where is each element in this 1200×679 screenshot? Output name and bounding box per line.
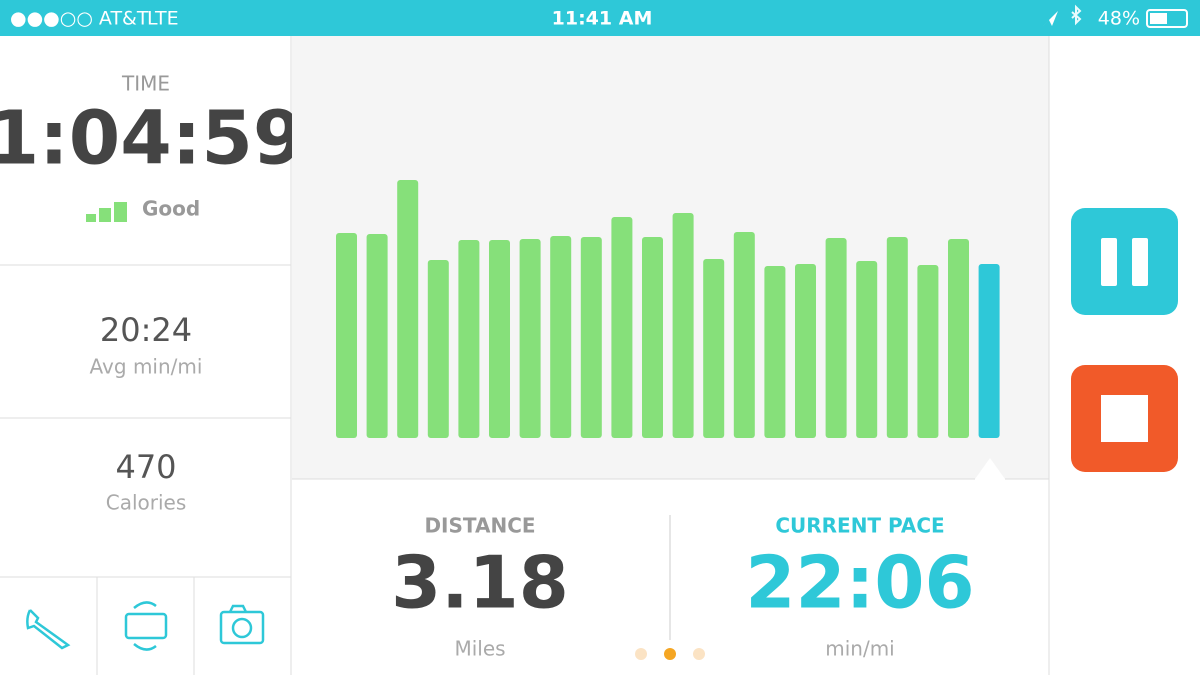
pause-icon <box>1132 238 1148 286</box>
battery-level <box>1150 13 1167 24</box>
clock: 11:41 AM <box>552 8 653 30</box>
bar <box>611 217 633 438</box>
signal-bar <box>99 208 111 222</box>
signal-label: Good <box>142 197 200 221</box>
bar <box>458 240 480 438</box>
bar <box>397 180 419 438</box>
bar <box>519 239 541 438</box>
calories-unit: Calories <box>106 491 187 515</box>
bar <box>886 237 908 438</box>
pause-button[interactable] <box>1071 208 1178 315</box>
bar <box>489 240 510 438</box>
bar <box>733 232 755 438</box>
bar <box>764 266 786 438</box>
bar <box>825 238 847 438</box>
avg-pace: 20:24 <box>100 311 192 349</box>
stop-icon <box>1101 395 1148 442</box>
pace-label: CURRENT PACE <box>775 514 944 538</box>
bar <box>917 265 939 438</box>
avg-pace-unit: Avg min/mi <box>90 355 203 379</box>
distance-label: DISTANCE <box>424 514 535 538</box>
page-dot[interactable] <box>693 648 705 660</box>
camera-button[interactable] <box>219 604 265 645</box>
bar <box>580 237 602 438</box>
page-dot[interactable] <box>635 648 647 660</box>
bar <box>427 260 449 438</box>
bar <box>672 213 694 438</box>
bar <box>795 264 816 438</box>
settings-button[interactable] <box>26 609 71 650</box>
bar <box>978 264 1000 438</box>
pause-icon <box>1101 238 1117 286</box>
page-dot-active[interactable] <box>664 648 676 660</box>
bar <box>856 261 878 438</box>
status-bar <box>0 0 1200 36</box>
bar <box>703 259 725 438</box>
selection-notch <box>975 458 1005 479</box>
pace-value: 22:06 <box>745 541 974 625</box>
bar <box>550 236 572 438</box>
bar <box>642 237 663 438</box>
location-icon <box>1043 11 1058 26</box>
distance-unit: Miles <box>454 637 505 661</box>
carrier: ●●●○○ AT&T <box>10 8 149 30</box>
time-label: TIME <box>121 72 170 96</box>
pace-chart <box>336 180 1000 438</box>
bluetooth-icon <box>1071 4 1082 26</box>
bar <box>366 234 388 438</box>
pace-unit: min/mi <box>825 637 895 661</box>
signal-bar <box>86 214 96 222</box>
signal-bar <box>114 202 127 222</box>
rotate-button[interactable] <box>124 601 168 651</box>
time-value: 1:04:59 <box>0 96 304 182</box>
calories: 470 <box>115 448 176 486</box>
battery-percent: 48% <box>1098 8 1140 30</box>
bar <box>336 233 357 438</box>
distance-value: 3.18 <box>391 541 569 625</box>
network: LTE <box>147 8 179 30</box>
battery-icon <box>1146 9 1188 28</box>
bar <box>948 239 969 438</box>
